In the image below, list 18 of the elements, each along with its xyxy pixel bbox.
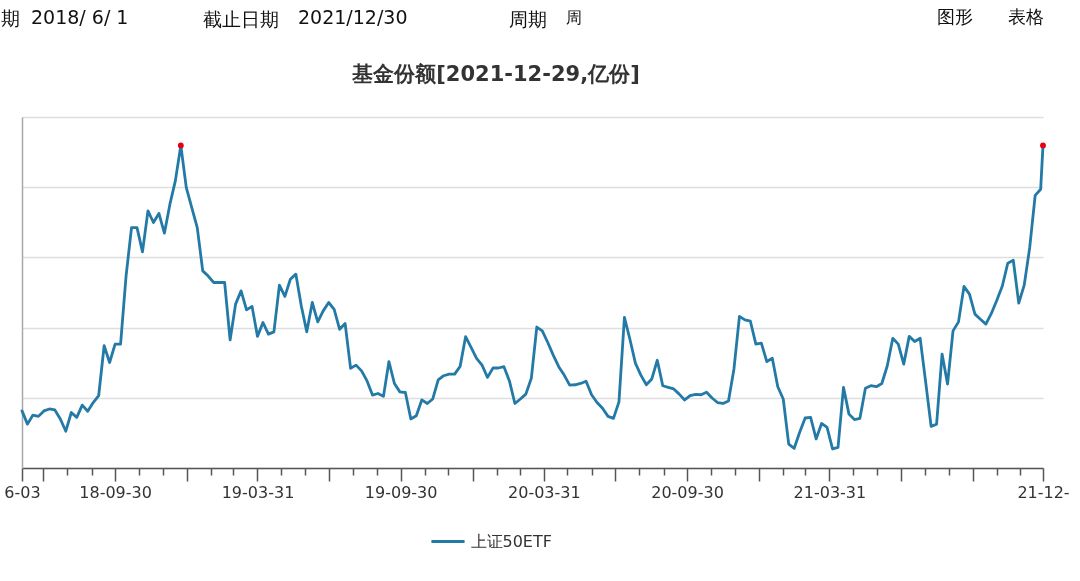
x-tick-label: 21-12- [1017,482,1070,502]
x-tick-label: 6-03 [4,482,41,502]
text: 周 [566,8,582,27]
legend-label: 上证50ETF [470,531,552,551]
text: 图形 [937,6,973,27]
text: 期 [1,7,20,29]
text: 截止日期 [203,8,279,30]
x-tick-label: 19-09-30 [364,482,438,502]
text: 2018/ 6/ 1 [31,6,129,28]
x-tick-label: 21-03-31 [793,482,867,502]
x-tick-label: 18-09-30 [79,482,152,502]
text: 表格 [1008,6,1044,27]
x-tick-label: 20-03-31 [508,482,581,502]
text: 2021/12/30 [298,6,408,28]
text: 周期 [509,8,547,30]
chart-title: 基金份额[2021-12-29,亿份] [351,62,640,86]
x-tick-label: 19-03-31 [221,482,295,502]
x-tick-label: 20-09-30 [651,482,724,502]
